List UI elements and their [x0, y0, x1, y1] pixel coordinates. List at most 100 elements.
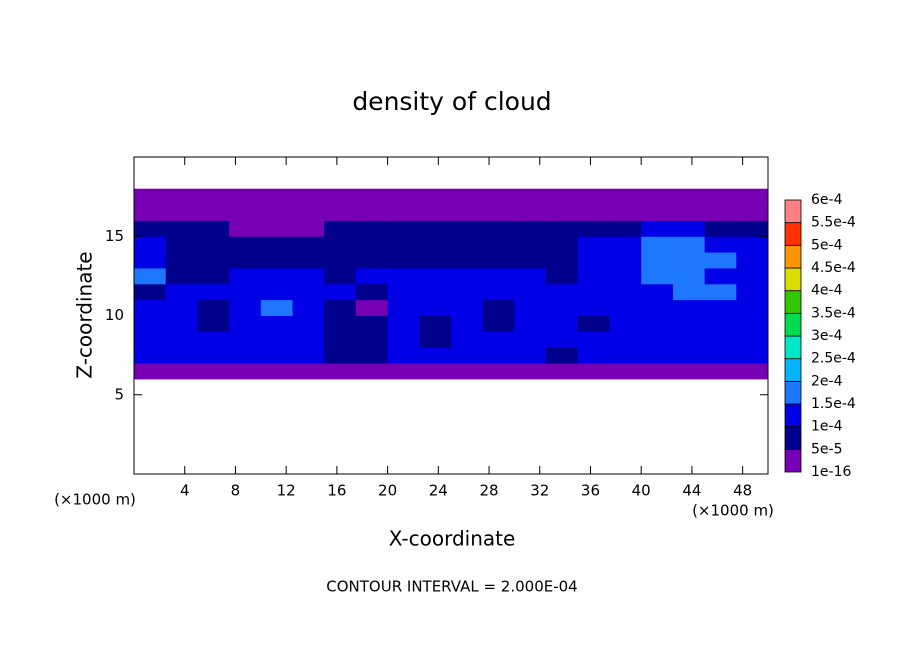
- contour-cell: [672, 252, 706, 269]
- contour-cell: [134, 347, 167, 364]
- contour-cell: [482, 236, 515, 253]
- contour-cell: [419, 283, 452, 301]
- contour-cell: [165, 347, 198, 364]
- contour-cell: [355, 252, 389, 269]
- contour-cell: [292, 283, 325, 301]
- contour-cell: [704, 331, 737, 348]
- contour-cell: [736, 347, 769, 364]
- contour-cell: [482, 331, 515, 348]
- contour-cell: [229, 363, 262, 380]
- contour-cell: [704, 299, 737, 316]
- contour-cell: [672, 267, 706, 285]
- contour-cell: [165, 188, 198, 206]
- contour-cell: [546, 204, 579, 221]
- colorbar-swatch: [784, 199, 802, 224]
- contour-cell: [292, 331, 325, 348]
- contour-cell: [419, 347, 452, 364]
- contour-cell: [546, 331, 579, 348]
- contour-cell: [229, 347, 262, 364]
- contour-cell: [260, 347, 293, 364]
- contour-cell: [482, 188, 515, 206]
- contour-cell: [134, 267, 167, 285]
- contour-cell: [577, 347, 610, 364]
- contour-cell: [672, 188, 706, 206]
- contour-cell: [482, 363, 515, 380]
- annotation: CONTOUR INTERVAL = 2.000E-04: [326, 578, 577, 596]
- contour-cell: [260, 283, 293, 301]
- contour-cell: [736, 204, 769, 221]
- contour-cell: [451, 347, 484, 364]
- y-tick-label: 5: [114, 385, 124, 403]
- contour-cell: [165, 315, 198, 332]
- contour-cell: [451, 267, 484, 285]
- contour-cell: [672, 347, 706, 364]
- contour-cell: [387, 188, 420, 206]
- contour-cell: [704, 315, 737, 332]
- contour-cell: [736, 236, 769, 253]
- contour-cell: [324, 252, 357, 269]
- contour-cell: [672, 220, 706, 237]
- colorbar-label: 4.5e-4: [811, 260, 856, 276]
- contour-cell: [672, 363, 706, 380]
- contour-cell: [546, 299, 579, 316]
- contour-cell: [482, 315, 515, 332]
- contour-cell: [260, 363, 293, 380]
- contour-cell: [482, 347, 515, 364]
- contour-cell: [546, 283, 579, 301]
- contour-cell: [165, 299, 198, 316]
- contour-cell: [260, 315, 293, 332]
- contour-cell: [641, 363, 674, 380]
- contour-cell: [355, 347, 389, 364]
- contour-cell: [641, 204, 674, 221]
- colorbar-swatch: [784, 267, 802, 292]
- contour-cell: [451, 315, 484, 332]
- contour-cell: [546, 267, 579, 285]
- contour-cell: [229, 204, 262, 221]
- contour-cell: [704, 236, 737, 253]
- contour-cell: [514, 283, 547, 301]
- contour-cell: [609, 204, 642, 221]
- contour-cell: [704, 220, 737, 237]
- contour-cell: [324, 315, 357, 332]
- contour-cell: [704, 204, 737, 221]
- contour-cell: [134, 299, 167, 316]
- y-axis-label: Z-coordinate: [73, 251, 97, 378]
- contour-cell: [260, 331, 293, 348]
- contour-cell: [387, 347, 420, 364]
- contour-cell: [704, 252, 737, 269]
- colorbar-label: 5e-5: [811, 441, 842, 457]
- contour-cell: [704, 267, 737, 285]
- colorbar-swatch: [784, 222, 802, 246]
- contour-cell: [546, 220, 579, 237]
- colorbar-label: 2.5e-4: [811, 351, 856, 367]
- contour-cell: [387, 204, 420, 221]
- contour-cell: [577, 299, 610, 316]
- contour-cell: [324, 267, 357, 285]
- contour-cell: [229, 299, 262, 316]
- colorbar-swatch: [784, 380, 802, 405]
- contour-cell: [577, 331, 610, 348]
- colorbar-label: 2e-4: [811, 373, 843, 389]
- contour-cell: [387, 220, 420, 237]
- colorbar-swatch: [784, 312, 802, 337]
- contour-cell: [641, 252, 674, 269]
- contour-cell: [736, 267, 769, 285]
- colorbar-swatch: [784, 448, 802, 473]
- contour-cell: [577, 236, 610, 253]
- x-tick-label: 28: [479, 482, 498, 500]
- contour-cell: [324, 236, 357, 253]
- contour-cell: [609, 299, 642, 316]
- contour-cell: [134, 204, 167, 221]
- contour-cell: [165, 204, 198, 221]
- contour-cell: [514, 267, 547, 285]
- contour-cell: [736, 331, 769, 348]
- x-tick-label: 44: [682, 482, 701, 500]
- contour-cell: [672, 283, 706, 301]
- contour-cell: [134, 236, 167, 253]
- x-tick-label: 4: [180, 482, 190, 500]
- contour-cell: [672, 331, 706, 348]
- contour-cell: [577, 363, 610, 380]
- contour-cell: [387, 299, 420, 316]
- contour-cell: [451, 363, 484, 380]
